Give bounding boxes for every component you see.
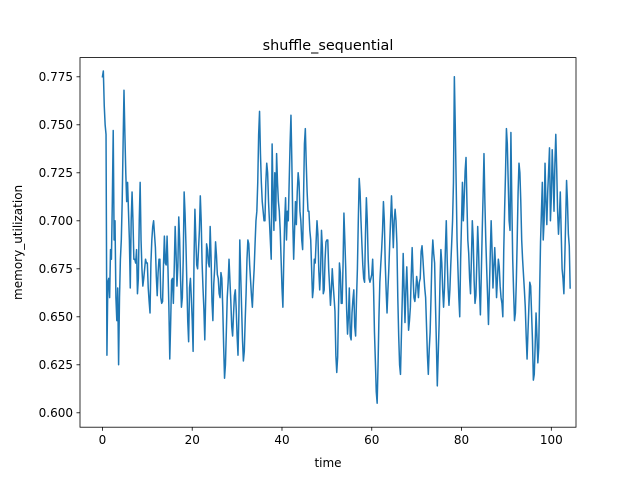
- y-tick-label: 0.650: [39, 310, 73, 324]
- y-tick-label: 0.700: [39, 214, 73, 228]
- y-tick-label: 0.725: [39, 166, 73, 180]
- x-tick-label: 100: [540, 433, 563, 447]
- x-tick-label: 20: [185, 433, 200, 447]
- chart-title: shuffle_sequential: [263, 38, 394, 54]
- axes-frame: [79, 57, 577, 428]
- y-tick-label: 0.675: [39, 262, 73, 276]
- x-tick-label: 60: [364, 433, 379, 447]
- series-line-0: [101, 70, 571, 404]
- y-axis: 0.600 0.625 0.650 0.675 0.700 0.725 0.750 0.775: [39, 70, 80, 420]
- x-axis-label: time: [314, 456, 341, 470]
- y-tick-label: 0.625: [39, 358, 73, 372]
- x-axis: 0 20 40 60 80 100: [99, 427, 563, 447]
- y-axis-label: memory_utilization: [11, 185, 25, 300]
- x-tick-label: 40: [274, 433, 289, 447]
- x-tick-label: 80: [454, 433, 469, 447]
- y-tick-label: 0.600: [39, 406, 73, 420]
- series-layer: [101, 70, 571, 404]
- y-tick-label: 0.750: [39, 118, 73, 132]
- x-tick-label: 0: [99, 433, 107, 447]
- y-tick-label: 0.775: [39, 70, 73, 84]
